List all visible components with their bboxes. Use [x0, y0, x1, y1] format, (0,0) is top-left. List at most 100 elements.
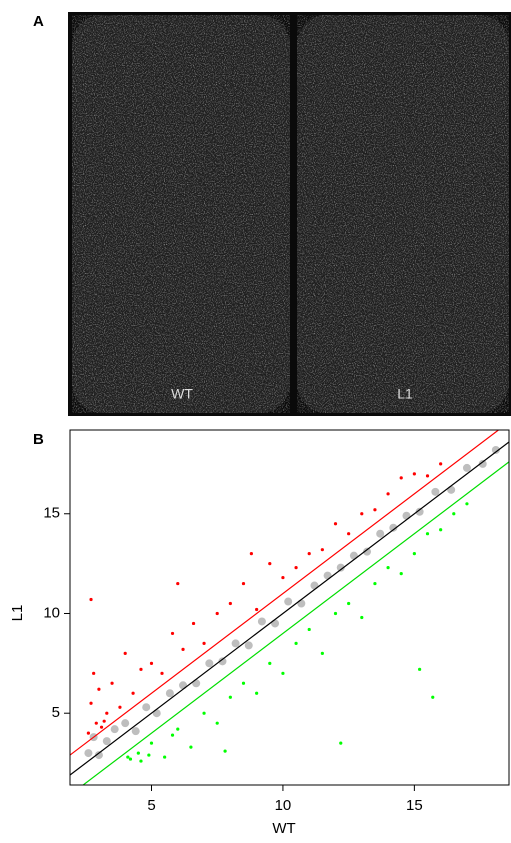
point [121, 719, 130, 728]
point [202, 641, 206, 645]
point [136, 751, 140, 755]
point [431, 487, 440, 496]
point [339, 741, 343, 745]
point [271, 619, 280, 628]
x-axis-label: WT [272, 820, 295, 837]
point [389, 523, 398, 532]
point [89, 701, 93, 705]
point [149, 661, 154, 665]
point [191, 621, 196, 626]
point [284, 597, 293, 606]
point [131, 727, 140, 736]
point [139, 759, 143, 763]
y-tick-label: 5 [52, 704, 60, 721]
point [170, 733, 175, 737]
point [110, 725, 119, 734]
point [307, 552, 311, 556]
point [373, 508, 377, 512]
point [86, 731, 91, 735]
point [223, 749, 227, 753]
plot-area [70, 430, 509, 785]
point [149, 741, 154, 745]
array-texture [297, 15, 509, 413]
point [462, 463, 471, 472]
y-tick-label: 10 [43, 604, 60, 621]
point [415, 507, 424, 516]
point [465, 502, 469, 506]
point [418, 667, 422, 671]
point [249, 552, 253, 556]
point [268, 562, 272, 566]
point [215, 611, 219, 616]
point [97, 687, 101, 691]
point [310, 581, 319, 590]
panel-label: B [33, 431, 44, 448]
point [205, 659, 214, 668]
point [281, 671, 285, 675]
point [360, 512, 364, 516]
point [160, 671, 164, 675]
x-tick-label: 5 [147, 797, 155, 814]
point [192, 679, 201, 688]
point [176, 727, 180, 731]
point [244, 641, 253, 650]
point [323, 571, 332, 580]
point [386, 566, 390, 570]
point [118, 705, 122, 709]
point [231, 639, 240, 648]
point [152, 709, 161, 718]
point [241, 681, 246, 685]
point [297, 599, 306, 608]
panel-label: A [33, 13, 44, 30]
point [439, 528, 443, 532]
point [281, 575, 285, 580]
point [142, 703, 151, 712]
y-axis-label: L1 [9, 605, 26, 622]
reference-line [82, 461, 509, 785]
point [92, 671, 96, 675]
point [99, 725, 104, 729]
point [336, 563, 345, 572]
x-tick-label: 10 [275, 797, 292, 814]
point [320, 548, 324, 552]
point [373, 581, 377, 586]
point [349, 551, 358, 560]
point [268, 661, 272, 665]
point [333, 611, 338, 616]
point [333, 522, 338, 526]
point [439, 462, 443, 466]
point [320, 651, 324, 655]
point [89, 597, 93, 602]
point [102, 737, 111, 746]
point [147, 753, 151, 757]
point [447, 485, 456, 494]
point [257, 617, 266, 626]
point [128, 757, 133, 761]
point [452, 512, 456, 516]
array-texture [72, 15, 290, 413]
point [84, 749, 93, 758]
point [255, 607, 259, 612]
point [179, 681, 188, 690]
point [139, 667, 143, 671]
point [228, 695, 232, 699]
point [102, 719, 106, 723]
point [425, 474, 430, 478]
point [163, 755, 167, 759]
plot-frame [69, 429, 510, 786]
point [294, 566, 298, 570]
point [123, 651, 127, 655]
point [202, 711, 206, 715]
point [478, 459, 487, 468]
x-tick-label: 15 [406, 797, 423, 814]
point [347, 601, 351, 606]
image-label: L1 [397, 386, 413, 402]
point [228, 601, 232, 606]
point [386, 492, 390, 496]
point [307, 627, 311, 632]
point [176, 581, 180, 586]
point [241, 581, 246, 586]
point [399, 571, 403, 576]
